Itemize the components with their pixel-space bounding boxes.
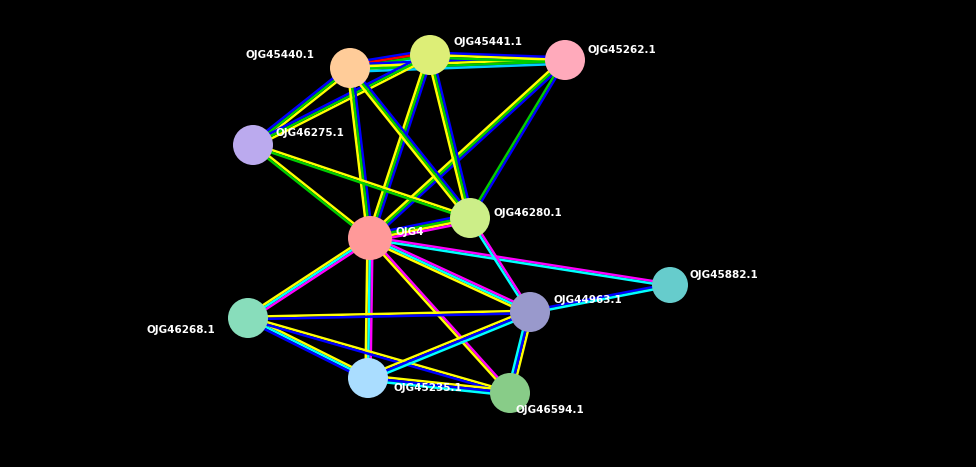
Circle shape bbox=[545, 40, 585, 80]
Text: OJG45440.1: OJG45440.1 bbox=[246, 50, 315, 60]
Circle shape bbox=[652, 267, 688, 303]
Text: OJG45235.1: OJG45235.1 bbox=[393, 383, 462, 393]
Circle shape bbox=[410, 35, 450, 75]
Circle shape bbox=[228, 298, 268, 338]
Text: OJG46280.1: OJG46280.1 bbox=[493, 208, 562, 218]
Text: OJG46268.1: OJG46268.1 bbox=[146, 325, 215, 335]
Circle shape bbox=[348, 358, 388, 398]
Text: OJG44963.1: OJG44963.1 bbox=[553, 295, 622, 305]
Circle shape bbox=[348, 216, 392, 260]
Text: OJG45441.1: OJG45441.1 bbox=[453, 37, 522, 47]
Circle shape bbox=[233, 125, 273, 165]
Text: OJG45882.1: OJG45882.1 bbox=[690, 270, 758, 280]
Circle shape bbox=[510, 292, 550, 332]
Circle shape bbox=[330, 48, 370, 88]
Text: OJG46594.1: OJG46594.1 bbox=[515, 405, 584, 415]
Text: OJG46275.1: OJG46275.1 bbox=[276, 128, 345, 138]
Text: OJG45262.1: OJG45262.1 bbox=[588, 45, 657, 55]
Circle shape bbox=[490, 373, 530, 413]
Text: OJG4: OJG4 bbox=[395, 227, 424, 237]
Circle shape bbox=[450, 198, 490, 238]
